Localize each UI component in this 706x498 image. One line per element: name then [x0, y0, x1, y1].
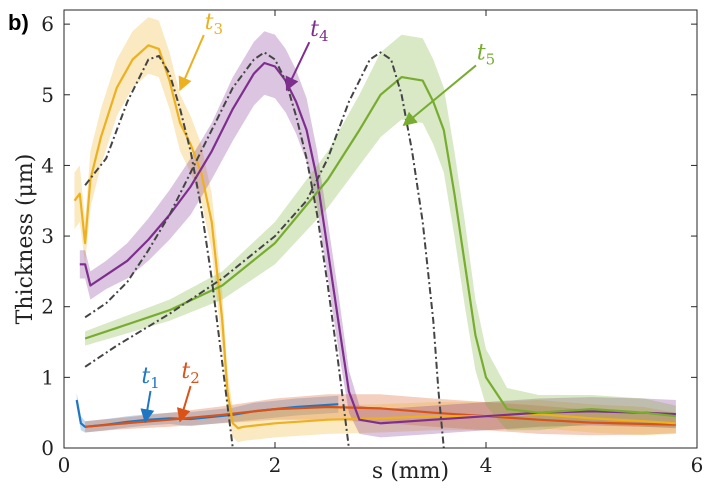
y-tick-label-6: 6 — [41, 12, 54, 36]
x-axis-title: s (mm) — [372, 459, 449, 484]
annotation-label-t4: t4 — [310, 17, 328, 45]
band-t2 — [85, 394, 676, 436]
line-t4 — [79, 61, 676, 425]
band-t4 — [79, 31, 676, 438]
line-t2 — [85, 405, 676, 428]
band-t5 — [85, 34, 676, 431]
annotation-arrow-t4 — [285, 41, 311, 92]
line-model-t4 — [84, 51, 350, 449]
line-model-t3 — [84, 54, 234, 449]
x-tick-label-4: 4 — [480, 453, 493, 477]
y-tick-label-2: 2 — [41, 295, 54, 319]
confidence-bands — [74, 17, 676, 443]
y-tick-label-4: 4 — [41, 153, 54, 177]
y-tick-label-5: 5 — [41, 83, 54, 107]
x-tick-label-2: 2 — [269, 453, 282, 477]
x-tick-label-0: 0 — [58, 453, 71, 477]
annotation-label-t5: t5 — [477, 40, 495, 68]
axes: 0 2 4 6 0 1 2 3 4 5 6 s (mm) Thickness (μm) — [13, 9, 704, 484]
series-lines — [73, 44, 677, 449]
y-tick-label-1: 1 — [41, 365, 54, 389]
y-axis-title: Thickness (μm) — [13, 154, 38, 325]
annotation-label-t3: t3 — [205, 10, 223, 38]
x-tick-label-6: 6 — [691, 453, 704, 477]
axes-box — [63, 9, 698, 449]
line-t3 — [73, 44, 676, 430]
y-tick-label-0: 0 — [41, 436, 54, 460]
y-tick-label-3: 3 — [41, 224, 54, 248]
annotation-arrow-t5 — [402, 64, 477, 127]
annotation-arrow-t3 — [178, 34, 205, 92]
annotation-label-t2: t2 — [181, 359, 199, 387]
annotations: t1 t2 t3 t4 t5 — [140, 10, 495, 424]
annotation-arrow-t1 — [140, 390, 155, 424]
band-t3 — [74, 17, 676, 443]
annotation-arrow-t2 — [176, 385, 192, 423]
annotation-label-t1: t1 — [141, 364, 159, 392]
panel-label: b) — [8, 10, 29, 35]
